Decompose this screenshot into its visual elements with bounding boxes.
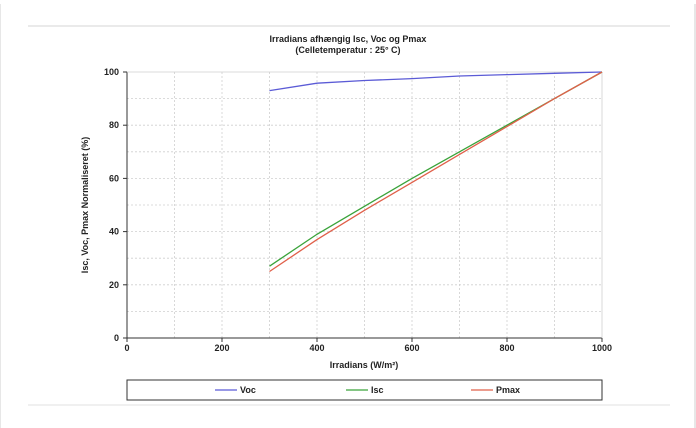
chart-subtitle: (Celletemperatur : 25° C) [295, 45, 400, 55]
x-ticks: 0 200 400 600 800 1000 [124, 338, 612, 353]
y-tick-label: 0 [114, 333, 119, 343]
legend: Voc Isc Pmax [215, 385, 520, 395]
y-tick-label: 40 [109, 227, 119, 237]
y-ticks: 0 20 40 60 80 100 [104, 67, 127, 343]
chart-title: Irradians afhængig Isc, Voc og Pmax [270, 34, 427, 44]
legend-label-pmax: Pmax [496, 385, 520, 395]
x-axis-label: Irradians (W/m²) [330, 360, 399, 370]
y-tick-label: 100 [104, 67, 119, 77]
y-tick-label: 20 [109, 280, 119, 290]
x-tick-label: 1000 [592, 343, 612, 353]
legend-label-voc: Voc [240, 385, 256, 395]
series-line-voc [269, 71, 603, 92]
x-tick-label: 800 [499, 343, 514, 353]
series-lines [269, 71, 603, 273]
x-tick-label: 0 [124, 343, 129, 353]
series-line-pmax [269, 71, 603, 273]
y-axis-label: Isc, Voc, Pmax Normaliseret (%) [80, 137, 90, 273]
grid [127, 72, 602, 338]
x-tick-label: 200 [214, 343, 229, 353]
y-tick-label: 80 [109, 120, 119, 130]
legend-label-isc: Isc [371, 385, 384, 395]
x-tick-label: 400 [309, 343, 324, 353]
axes [126, 71, 603, 339]
x-tick-label: 600 [404, 343, 419, 353]
y-tick-label: 60 [109, 173, 119, 183]
